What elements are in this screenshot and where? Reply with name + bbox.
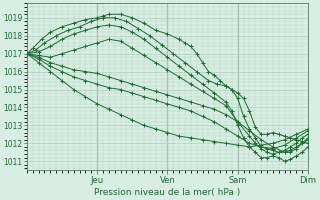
X-axis label: Pression niveau de la mer( hPa ): Pression niveau de la mer( hPa ) xyxy=(94,188,241,197)
